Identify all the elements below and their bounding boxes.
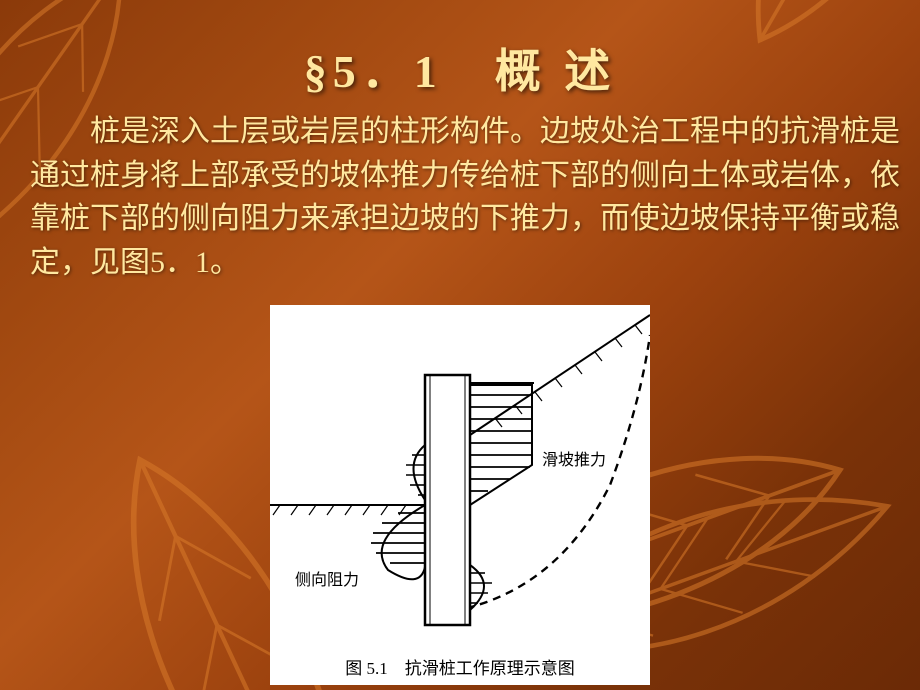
anti-slide-pile-diagram: 滑坡推力 侧向阻力 — [270, 305, 650, 655]
label-resist: 侧向阻力 — [295, 571, 359, 589]
slide: §5．1 概 述 桩是深入土层或岩层的柱形构件。边坡处治工程中的抗滑桩是通过桩身… — [0, 0, 920, 690]
figure-5-1: 滑坡推力 侧向阻力 图 5.1 抗滑桩工作原理示意图 — [270, 305, 650, 685]
section-title: §5．1 概 述 — [0, 35, 920, 101]
body-paragraph: 桩是深入土层或岩层的柱形构件。边坡处治工程中的抗滑桩是通过桩身将上部承受的坡体推… — [30, 110, 900, 284]
label-thrust: 滑坡推力 — [542, 451, 606, 469]
figure-caption: 图 5.1 抗滑桩工作原理示意图 — [270, 654, 650, 679]
